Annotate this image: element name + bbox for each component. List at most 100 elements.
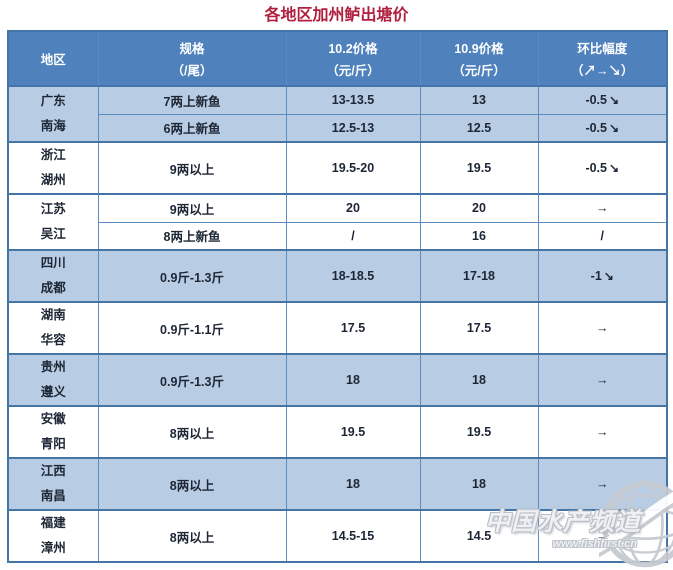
trend-flat-icon: → <box>596 321 609 335</box>
change-cell: → <box>537 509 668 563</box>
header-price-oct9-label: 10.9价格 <box>454 41 504 56</box>
region-name-line: 湖南 <box>40 308 66 322</box>
price-cell-oct2: 13-13.5 <box>285 85 421 115</box>
header-price-oct2: 10.2价格 （元/斤） <box>285 30 421 87</box>
region-name-line: 华容 <box>40 333 66 347</box>
price-cell-oct9: 14.5 <box>419 509 539 563</box>
spec-cell: 8两以上 <box>97 457 287 511</box>
header-region: 地区 <box>7 30 99 87</box>
header-spec-label: 规格 <box>179 41 205 56</box>
price-cell-oct9: 12.5 <box>419 113 539 143</box>
header-change: 环比幅度 （↗→↘） <box>537 30 668 87</box>
price-cell-oct9: 20 <box>419 193 539 223</box>
table-row: 贵州 遵义 0.9斤-1.3斤 18 18 → <box>7 353 668 407</box>
table-row: 6两上新鱼 12.5-13 12.5 -0.5 ↘ <box>8 113 668 143</box>
header-spec: 规格 （/尾） <box>97 30 287 87</box>
price-cell-oct9: 13 <box>419 85 539 115</box>
region-cell: 湖南 华容 <box>7 301 99 355</box>
change-cell: → <box>537 193 668 223</box>
region-name-line: 贵州 <box>40 360 66 374</box>
spec-cell: 0.9斤-1.1斤 <box>97 301 287 355</box>
trend-down-icon: ↘ <box>603 269 614 283</box>
price-cell-oct2: 19.5 <box>285 405 421 459</box>
change-value: -0.5 <box>585 161 607 175</box>
spec-cell: 9两以上 <box>97 141 287 195</box>
region-name-line: 吴江 <box>40 227 66 241</box>
region-name-line: 广东 <box>40 94 66 108</box>
header-price-oct9-unit: （元/斤） <box>452 63 506 78</box>
region-cell: 贵州 遵义 <box>7 353 99 407</box>
price-cell-oct2: 12.5-13 <box>285 113 421 143</box>
region-name-line: 江苏 <box>40 202 66 216</box>
spec-cell: 9两以上 <box>97 193 287 223</box>
header-region-label: 地区 <box>40 52 66 67</box>
change-cell: → <box>537 301 668 355</box>
spec-cell: 0.9斤-1.3斤 <box>97 249 287 303</box>
trend-down-icon: ↘ <box>608 93 620 108</box>
header-change-arrows: （↗→↘） <box>570 63 634 78</box>
trend-flat-icon: → <box>596 425 609 439</box>
table-row: 广东 南海 7两上新鱼 13-13.5 13 -0.5 ↘ <box>7 85 668 143</box>
price-cell-oct2: 18 <box>285 353 421 407</box>
price-cell-oct2: 20 <box>285 193 421 223</box>
table-row: 四川 成都 0.9斤-1.3斤 18-18.5 17-18 -1 ↘ <box>7 249 668 303</box>
region-name-line: 安徽 <box>40 412 66 426</box>
header-change-label: 环比幅度 <box>577 41 628 56</box>
table-row: 安徽 青阳 8两以上 19.5 19.5 → <box>7 405 668 459</box>
price-cell-oct9: 17.5 <box>419 301 539 355</box>
region-cell: 安徽 青阳 <box>7 405 99 459</box>
region-name-line: 四川 <box>40 256 66 270</box>
price-cell-oct2: 17.5 <box>285 301 421 355</box>
change-value: -0.5 <box>585 120 607 135</box>
table-row: 湖南 华容 0.9斤-1.1斤 17.5 17.5 → <box>7 301 668 355</box>
change-cell: -1 ↘ <box>537 249 668 303</box>
price-cell-oct9: 19.5 <box>419 405 539 459</box>
spec-cell: 8两上新鱼 <box>97 221 287 251</box>
price-cell-oct9: 18 <box>419 353 539 407</box>
region-name-line: 成都 <box>40 281 66 295</box>
price-cell-oct2: / <box>285 221 421 251</box>
price-cell-oct2: 18-18.5 <box>285 249 421 303</box>
header-row: 地区 规格 （/尾） 10.2价格 （元/斤） 10.9价格 （元/斤） 环比幅… <box>7 30 668 87</box>
price-cell-oct2: 19.5-20 <box>285 141 421 195</box>
region-name-line: 漳州 <box>40 541 66 555</box>
region-cell: 浙江 湖州 <box>7 141 99 195</box>
spec-cell: 0.9斤-1.3斤 <box>97 353 287 407</box>
price-cell-oct9: 18 <box>419 457 539 511</box>
region-cell: 江西 南昌 <box>7 457 99 511</box>
trend-down-icon: ↘ <box>608 120 620 135</box>
region-name-line: 湖州 <box>40 173 66 187</box>
change-cell: / <box>537 221 668 251</box>
page-title: 各地区加州鲈出塘价 <box>264 7 409 24</box>
trend-flat-icon: → <box>596 477 609 491</box>
table-row: 江苏 吴江 9两以上 20 20 → <box>7 193 668 251</box>
price-cell-oct9: 17-18 <box>419 249 539 303</box>
region-name-line: 遵义 <box>40 385 66 399</box>
region-name-line: 南海 <box>40 119 66 133</box>
price-cell-oct2: 18 <box>285 457 421 511</box>
trend-down-icon: ↘ <box>608 161 620 175</box>
header-spec-unit: （/尾） <box>171 63 213 78</box>
change-cell: -0.5 ↘ <box>537 141 668 195</box>
trend-flat-icon: → <box>596 373 609 387</box>
spec-cell: 8两以上 <box>97 405 287 459</box>
region-cell: 四川 成都 <box>7 249 99 303</box>
region-name-line: 青阳 <box>40 437 66 451</box>
change-cell: -0.5 ↘ <box>537 85 668 115</box>
table-header: 地区 规格 （/尾） 10.2价格 （元/斤） 10.9价格 （元/斤） 环比幅… <box>7 30 668 87</box>
table-row: 浙江 湖州 9两以上 19.5-20 19.5 -0.5 ↘ <box>7 141 668 195</box>
region-cell: 江苏 吴江 <box>7 193 99 251</box>
change-value: -0.5 <box>585 93 607 108</box>
spec-cell: 6两上新鱼 <box>97 113 287 143</box>
region-cell: 福建 漳州 <box>7 509 99 563</box>
price-cell-oct9: 19.5 <box>419 141 539 195</box>
change-cell: → <box>537 353 668 407</box>
change-cell: → <box>537 457 668 511</box>
header-price-oct9: 10.9价格 （元/斤） <box>419 30 539 87</box>
change-cell: → <box>537 405 668 459</box>
region-name-line: 江西 <box>40 464 66 478</box>
page: { "title": "各地区加州鲈出塘价", "table": { "head… <box>7 7 673 568</box>
table-row: 江西 南昌 8两以上 18 18 → <box>7 457 668 511</box>
region-name-line: 南昌 <box>40 489 66 503</box>
spec-cell: 7两上新鱼 <box>97 85 287 115</box>
